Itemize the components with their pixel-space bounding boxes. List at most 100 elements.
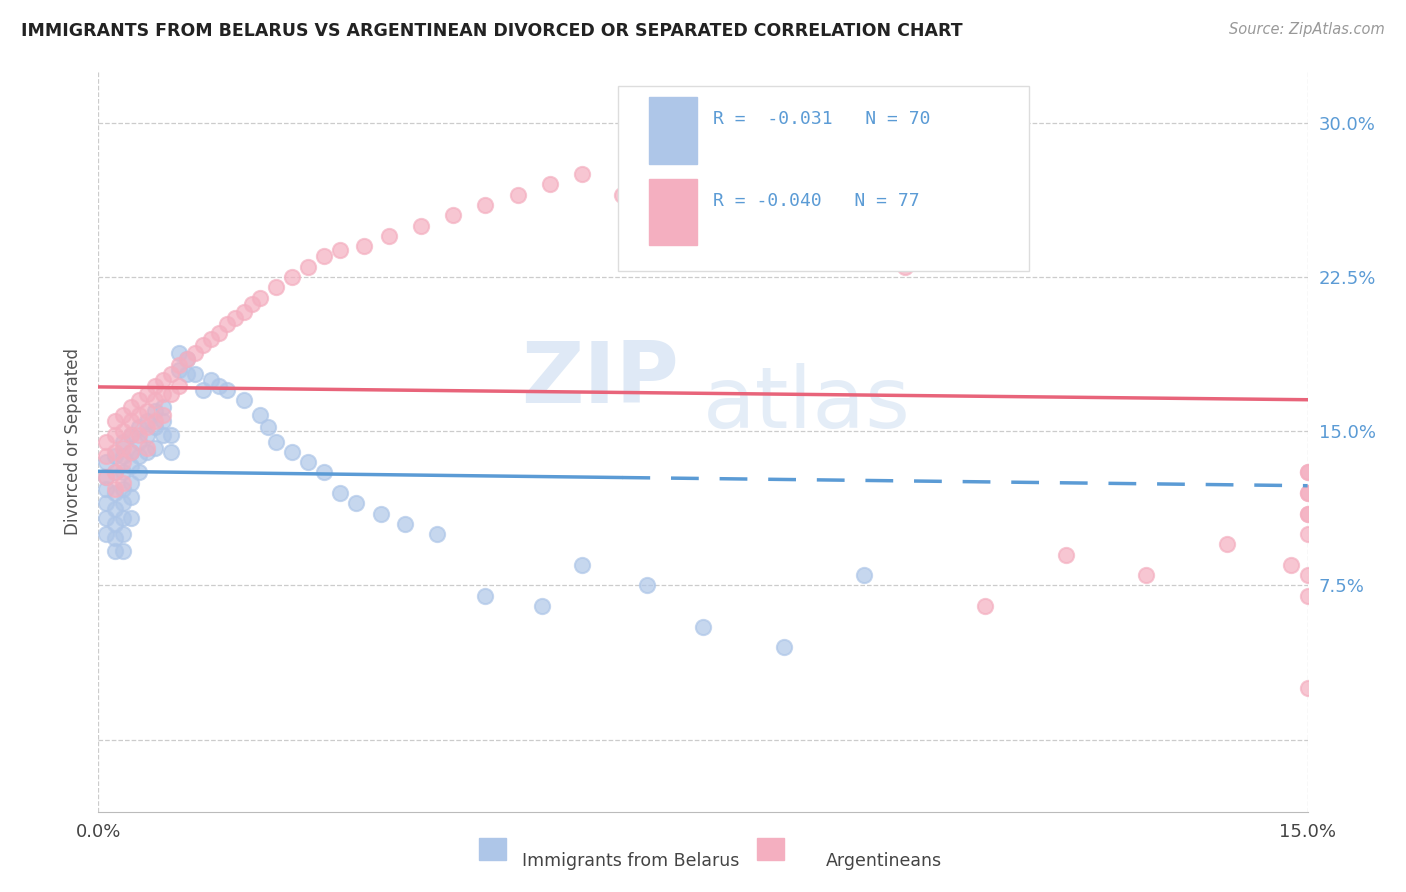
Point — [200, 332, 222, 346]
Text: ZIP: ZIP — [522, 338, 679, 421]
Point — [103, 466, 125, 480]
Point — [184, 346, 207, 360]
Point — [651, 198, 673, 212]
Point — [853, 568, 876, 582]
Point — [377, 228, 399, 243]
Point — [96, 527, 118, 541]
Point — [160, 367, 183, 381]
Point — [143, 441, 166, 455]
Text: IMMIGRANTS FROM BELARUS VS ARGENTINEAN DIVORCED OR SEPARATED CORRELATION CHART: IMMIGRANTS FROM BELARUS VS ARGENTINEAN D… — [21, 22, 963, 40]
Point — [1296, 527, 1319, 541]
Point — [1296, 486, 1319, 500]
Text: Argentineans: Argentineans — [827, 853, 942, 871]
Point — [96, 434, 118, 449]
Point — [1296, 568, 1319, 582]
Point — [474, 198, 496, 212]
Point — [103, 486, 125, 500]
Point — [208, 326, 231, 340]
Point — [120, 445, 142, 459]
Point — [128, 408, 150, 422]
Point — [193, 383, 215, 397]
Point — [128, 420, 150, 434]
FancyBboxPatch shape — [619, 87, 1029, 271]
Point — [96, 469, 118, 483]
Point — [176, 352, 198, 367]
Bar — [648, 97, 697, 164]
Point — [111, 455, 134, 469]
Point — [143, 403, 166, 417]
Point — [506, 187, 529, 202]
Point — [329, 244, 352, 258]
Point — [103, 414, 125, 428]
Point — [152, 373, 174, 387]
Point — [160, 428, 183, 442]
Point — [1135, 568, 1157, 582]
Point — [135, 387, 157, 401]
Point — [344, 496, 367, 510]
Point — [143, 379, 166, 393]
Point — [103, 449, 125, 463]
Point — [120, 510, 142, 524]
Point — [200, 373, 222, 387]
Point — [249, 291, 271, 305]
Point — [193, 338, 215, 352]
Text: Source: ZipAtlas.com: Source: ZipAtlas.com — [1229, 22, 1385, 37]
Point — [128, 466, 150, 480]
Point — [281, 445, 304, 459]
Point — [111, 496, 134, 510]
Point — [249, 408, 271, 422]
Point — [111, 527, 134, 541]
Point — [1296, 507, 1319, 521]
Point — [111, 543, 134, 558]
Point — [120, 400, 142, 414]
Point — [111, 424, 134, 438]
Point — [772, 640, 794, 655]
Point — [111, 475, 134, 490]
Point — [297, 455, 319, 469]
Point — [314, 466, 336, 480]
Point — [441, 208, 464, 222]
Point — [571, 558, 593, 572]
Point — [96, 449, 118, 463]
Point — [120, 428, 142, 442]
Bar — [648, 178, 697, 245]
Point — [176, 367, 198, 381]
Point — [409, 219, 432, 233]
Point — [160, 387, 183, 401]
Text: R = -0.040   N = 77: R = -0.040 N = 77 — [713, 192, 920, 210]
Point — [152, 408, 174, 422]
Point — [232, 393, 254, 408]
Point — [103, 531, 125, 545]
Point — [264, 434, 287, 449]
Point — [1054, 548, 1077, 562]
Point — [612, 187, 634, 202]
Point — [111, 449, 134, 463]
Point — [394, 516, 416, 531]
Point — [1296, 486, 1319, 500]
Point — [120, 490, 142, 504]
Point — [636, 578, 658, 592]
Point — [370, 507, 392, 521]
Point — [1296, 466, 1319, 480]
Point — [111, 466, 134, 480]
Point — [240, 297, 263, 311]
Point — [1296, 681, 1319, 696]
Point — [111, 441, 134, 455]
Point — [120, 459, 142, 474]
Point — [152, 400, 174, 414]
Point — [128, 449, 150, 463]
Point — [167, 379, 190, 393]
Point — [538, 178, 561, 192]
Point — [128, 393, 150, 408]
Point — [103, 502, 125, 516]
Point — [217, 383, 239, 397]
Point — [96, 455, 118, 469]
Point — [256, 420, 278, 434]
Point — [111, 408, 134, 422]
Point — [426, 527, 449, 541]
Point — [152, 414, 174, 428]
Point — [1296, 466, 1319, 480]
Point — [974, 599, 997, 613]
Point — [135, 428, 157, 442]
Point — [152, 387, 174, 401]
